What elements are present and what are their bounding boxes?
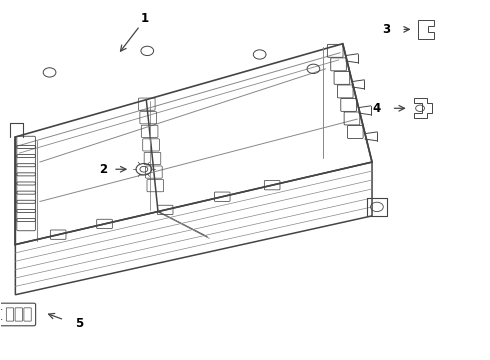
Text: 5: 5 xyxy=(75,317,83,330)
Text: 2: 2 xyxy=(99,163,107,176)
Text: 1: 1 xyxy=(141,12,149,25)
Text: 3: 3 xyxy=(383,23,391,36)
Text: 4: 4 xyxy=(373,102,381,115)
